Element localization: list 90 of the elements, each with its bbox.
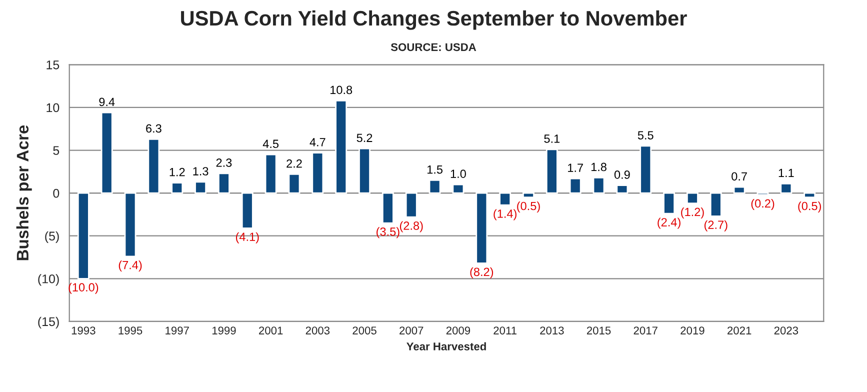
bar [171, 182, 184, 194]
data-label: (8.2) [470, 267, 494, 278]
bar [592, 176, 605, 194]
x-tick-label: 1997 [166, 326, 189, 334]
bar [640, 145, 652, 194]
data-label: 1.1 [778, 168, 794, 178]
chart-title: USDA Corn Yield Changes September to November [181, 10, 687, 30]
data-label: (0.5) [517, 202, 540, 213]
bar [663, 192, 676, 214]
bar [804, 192, 816, 198]
bar [780, 182, 792, 194]
data-label: 5.1 [544, 134, 560, 143]
data-label: 0.7 [732, 172, 747, 181]
data-label: 0.9 [614, 170, 630, 179]
bar [382, 192, 394, 224]
data-label: (7.4) [118, 260, 142, 272]
data-label: 10.8 [330, 86, 352, 94]
x-tick-label: 2005 [352, 326, 376, 334]
data-label: 9.4 [99, 98, 115, 106]
bar [452, 184, 464, 194]
bar [77, 192, 90, 280]
data-label: (3.5) [376, 227, 400, 238]
data-label: (1.4) [494, 209, 516, 220]
bar [148, 138, 160, 194]
bar [733, 186, 746, 194]
x-tick-label: 2019 [680, 326, 704, 334]
data-label: (0.5) [798, 202, 821, 213]
bar [405, 192, 418, 218]
x-tick-label: 2003 [306, 326, 330, 334]
bar [241, 192, 254, 229]
bar [335, 100, 348, 194]
data-label: 5.5 [638, 131, 654, 140]
x-tick-label: 2007 [400, 326, 424, 334]
data-label: (2.8) [400, 221, 423, 232]
data-label: (1.2) [681, 207, 704, 218]
bar [499, 192, 512, 206]
data-label: (0.2) [751, 198, 774, 210]
y-tick-label: 5 [53, 146, 60, 155]
x-tick-label: 2015 [586, 326, 611, 334]
x-tick-label: 2001 [259, 326, 283, 334]
y-tick-label: (15) [38, 316, 59, 329]
bar [100, 112, 113, 194]
data-label: (2.7) [704, 220, 728, 232]
x-tick-label: 2017 [634, 326, 658, 334]
y-tick-label: (5) [45, 231, 59, 243]
x-tick-label: 2009 [446, 326, 470, 334]
bar [686, 192, 698, 204]
data-label: 1.0 [450, 170, 466, 178]
bar [218, 172, 230, 194]
data-label: 6.3 [146, 124, 162, 133]
x-tick-label: 1995 [118, 326, 142, 334]
bar [569, 178, 582, 194]
data-label: 5.2 [356, 134, 372, 142]
x-tick-label: 1993 [72, 326, 96, 334]
x-axis-title: Year Harvested [406, 342, 486, 350]
bar [194, 181, 207, 194]
data-label: 2.3 [216, 158, 232, 167]
x-tick-label: 2021 [728, 326, 752, 334]
data-label: 1.7 [568, 164, 583, 172]
data-label: 1.3 [193, 167, 208, 176]
data-label: 1.2 [170, 168, 185, 176]
bar [476, 192, 488, 264]
bar [546, 148, 558, 194]
data-label: (2.4) [658, 218, 680, 229]
bar [124, 192, 136, 258]
x-tick-label: 2011 [494, 326, 516, 334]
x-tick-label: 2013 [540, 326, 564, 334]
data-label: 1.5 [427, 165, 443, 174]
bar [312, 152, 324, 194]
bar [358, 148, 370, 194]
x-tick-label: 1999 [212, 326, 236, 334]
x-tick-label: 2023 [774, 326, 798, 334]
y-tick-label: (10) [38, 274, 59, 286]
data-label: 4.7 [310, 138, 326, 146]
bar [616, 184, 628, 194]
data-label: (10.0) [68, 282, 98, 294]
y-tick-label: 10 [46, 103, 60, 112]
data-label: (4.1) [236, 232, 259, 244]
chart-subtitle: SOURCE: USDA [390, 43, 476, 52]
bar [710, 192, 722, 217]
bar [264, 154, 277, 194]
y-tick-label: 0 [53, 188, 60, 198]
data-label: 4.5 [262, 140, 279, 148]
y-axis-title: Bushels per Acre [16, 125, 32, 260]
bar [428, 180, 441, 194]
bar [522, 192, 534, 198]
bar [288, 174, 300, 194]
data-label: 1.8 [591, 162, 606, 172]
data-label: 2.2 [286, 159, 302, 168]
y-tick-label: 15 [46, 60, 60, 70]
